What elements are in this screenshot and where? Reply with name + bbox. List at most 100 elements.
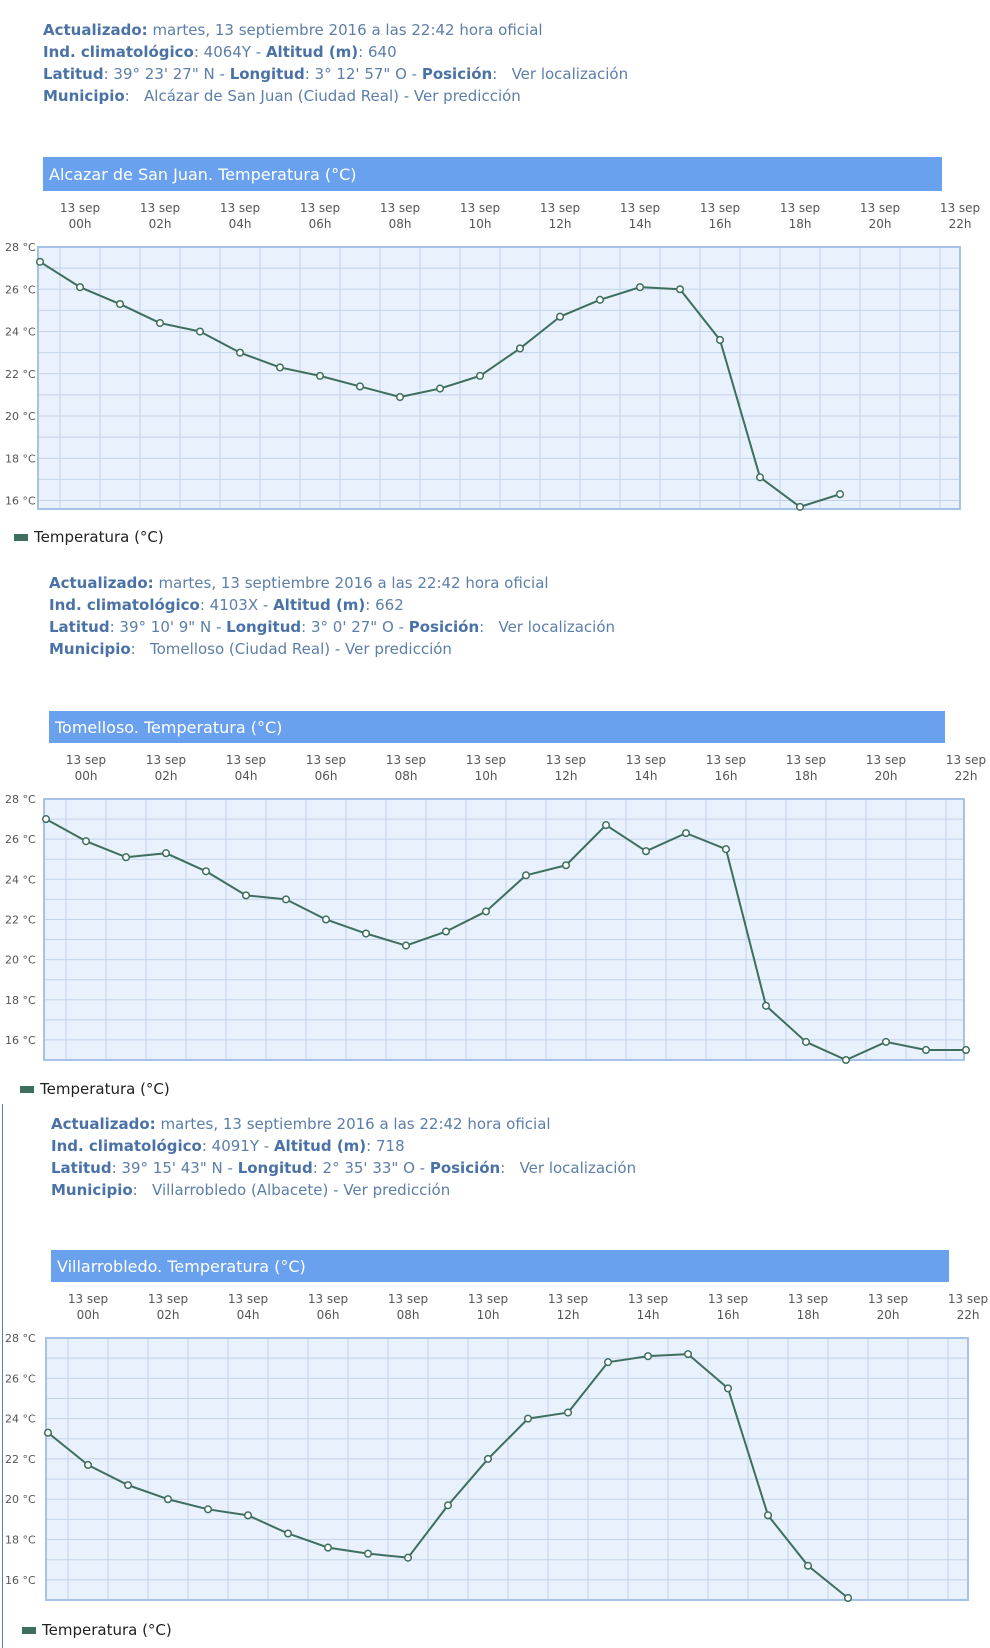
altitud-label: Altitud (m) <box>273 1137 367 1155</box>
posicion-label: Posición <box>429 1159 501 1177</box>
longitud-label: Longitud <box>229 65 305 83</box>
actualizado-label: Actualizado: <box>43 21 148 39</box>
municipio-value[interactable]: : Tomelloso (Ciudad Real) - Ver predicci… <box>130 640 452 658</box>
data-point <box>515 344 525 353</box>
data-point <box>561 861 571 870</box>
data-point <box>675 285 685 294</box>
y-tick-label: 16 °C <box>5 495 36 508</box>
actualizado-value: martes, 13 septiembre 2016 a las 22:42 h… <box>152 21 543 39</box>
chart-title-bar <box>43 157 942 191</box>
x-tick-label: 13 sep 16h <box>700 201 740 231</box>
x-tick-label: 13 sep 14h <box>626 753 666 783</box>
actualizado-label: Actualizado: <box>51 1115 156 1133</box>
actualizado-label: Actualizado: <box>49 574 154 592</box>
data-point <box>795 502 805 511</box>
data-point <box>241 891 251 900</box>
data-point <box>441 927 451 936</box>
longitud-label: Longitud <box>237 1159 313 1177</box>
y-tick-label: 22 °C <box>5 1453 36 1466</box>
plot-border <box>43 798 965 1061</box>
longitud-label: Longitud <box>226 618 302 636</box>
ind-label: Ind. climatológico <box>49 596 200 614</box>
posicion-label: Posición <box>408 618 480 636</box>
x-tick-label: 13 sep 04h <box>226 753 266 783</box>
ver-localizacion-link[interactable]: : Ver localización <box>500 1159 637 1177</box>
data-point <box>563 1408 573 1417</box>
ind-label: Ind. climatológico <box>51 1137 202 1155</box>
y-tick-label: 26 °C <box>5 283 36 296</box>
data-point <box>841 1055 851 1065</box>
data-point <box>321 915 331 924</box>
x-tick-label: 13 sep 12h <box>548 1292 588 1322</box>
x-tick-label: 13 sep 12h <box>546 753 586 783</box>
altitud-value: : 640 <box>358 43 397 61</box>
data-point <box>761 1001 771 1010</box>
data-point <box>843 1593 853 1603</box>
data-point <box>715 335 725 345</box>
data-point <box>403 1553 413 1562</box>
data-point <box>283 1529 293 1538</box>
data-point <box>195 327 205 336</box>
x-tick-label: 13 sep 04h <box>220 201 260 231</box>
data-point <box>281 895 291 904</box>
data-point <box>481 907 491 916</box>
data-point <box>121 853 131 862</box>
divider-line <box>2 1104 3 1648</box>
chart-legend[interactable]: Temperatura (°C) <box>20 1080 170 1098</box>
data-point <box>435 384 445 393</box>
y-tick-label: 26 °C <box>5 833 36 846</box>
data-point <box>235 348 245 357</box>
y-tick-label: 22 °C <box>5 368 36 381</box>
x-tick-label: 13 sep 18h <box>780 201 820 231</box>
municipio-value[interactable]: : Villarrobledo (Albacete) - Ver predicc… <box>132 1181 451 1199</box>
latitud-label: Latitud <box>43 65 104 83</box>
y-tick-label: 24 °C <box>5 1413 36 1426</box>
data-point <box>203 1505 213 1514</box>
data-point <box>881 1037 891 1046</box>
data-point <box>123 1481 133 1490</box>
data-point <box>721 845 731 854</box>
x-tick-label: 13 sep 14h <box>628 1292 668 1322</box>
x-tick-label: 13 sep 00h <box>66 753 106 783</box>
data-point <box>683 1350 693 1359</box>
x-tick-label: 13 sep 00h <box>68 1292 108 1322</box>
x-tick-label: 13 sep 18h <box>788 1292 828 1322</box>
data-point <box>81 837 91 846</box>
ind-value: : 4103X - <box>199 596 274 614</box>
data-point <box>603 1358 613 1367</box>
data-point <box>523 1414 533 1423</box>
x-tick-label: 13 sep 02h <box>140 201 180 231</box>
x-tick-label: 13 sep 22h <box>948 1292 988 1322</box>
data-point <box>635 283 645 292</box>
x-tick-label: 13 sep 08h <box>388 1292 428 1322</box>
latitud-value: : 39° 15' 43" N - <box>111 1159 238 1177</box>
legend-swatch <box>14 533 28 541</box>
x-tick-label: 13 sep 20h <box>866 753 906 783</box>
chart-legend[interactable]: Temperatura (°C) <box>22 1621 172 1639</box>
data-point <box>355 382 365 391</box>
data-point <box>443 1501 453 1510</box>
data-point <box>763 1511 773 1520</box>
data-point <box>921 1045 931 1055</box>
chart-title: Villarrobledo. Temperatura (°C) <box>57 1257 306 1276</box>
data-point <box>163 1495 173 1504</box>
data-point <box>835 490 845 499</box>
altitud-value: : 662 <box>365 596 404 614</box>
data-point <box>595 295 605 304</box>
data-point <box>641 847 651 856</box>
x-tick-label: 13 sep 22h <box>946 753 986 783</box>
ver-localizacion-link[interactable]: : Ver localización <box>492 65 629 83</box>
municipio-value[interactable]: : Alcázar de San Juan (Ciudad Real) - Ve… <box>124 87 521 105</box>
temperature-line <box>39 260 841 508</box>
y-tick-label: 28 °C <box>5 793 36 806</box>
chart-legend[interactable]: Temperatura (°C) <box>14 528 164 546</box>
x-tick-label: 13 sep 10h <box>468 1292 508 1322</box>
y-tick-label: 20 °C <box>5 1493 36 1506</box>
y-tick-label: 20 °C <box>5 954 36 967</box>
ver-localizacion-link[interactable]: : Ver localización <box>479 618 616 636</box>
station-info: Actualizado: martes, 13 septiembre 2016 … <box>49 572 615 660</box>
y-tick-label: 16 °C <box>5 1574 36 1587</box>
